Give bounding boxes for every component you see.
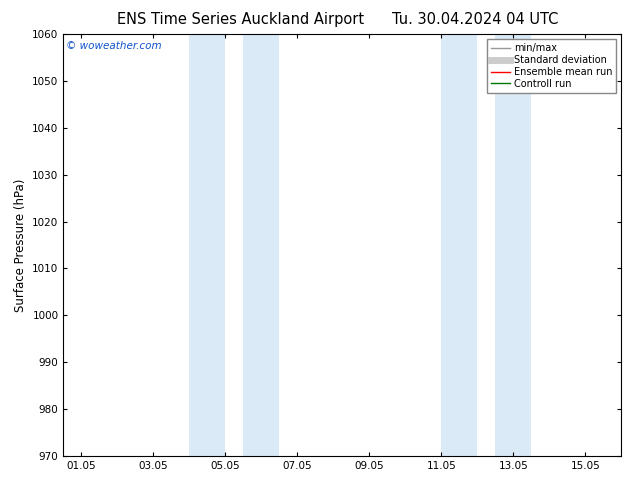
Y-axis label: Surface Pressure (hPa): Surface Pressure (hPa) bbox=[14, 178, 27, 312]
Bar bbox=[243, 34, 280, 456]
Bar bbox=[190, 34, 225, 456]
Text: © woweather.com: © woweather.com bbox=[66, 41, 162, 50]
Text: ENS Time Series Auckland Airport: ENS Time Series Auckland Airport bbox=[117, 12, 365, 27]
Bar bbox=[495, 34, 531, 456]
Legend: min/max, Standard deviation, Ensemble mean run, Controll run: min/max, Standard deviation, Ensemble me… bbox=[487, 39, 616, 93]
Bar bbox=[441, 34, 477, 456]
Text: Tu. 30.04.2024 04 UTC: Tu. 30.04.2024 04 UTC bbox=[392, 12, 559, 27]
